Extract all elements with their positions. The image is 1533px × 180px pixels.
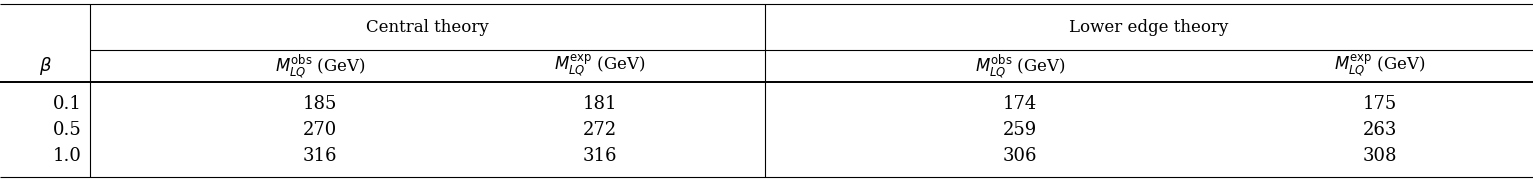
Text: 272: 272	[583, 121, 618, 139]
Text: 1.0: 1.0	[54, 147, 81, 165]
Text: $M_{LQ}^{\mathrm{exp}}$ (GeV): $M_{LQ}^{\mathrm{exp}}$ (GeV)	[1334, 53, 1426, 79]
Text: 181: 181	[583, 95, 618, 113]
Text: Central theory: Central theory	[366, 19, 489, 37]
Text: $M_{LQ}^{\mathrm{obs}}$ (GeV): $M_{LQ}^{\mathrm{obs}}$ (GeV)	[274, 52, 365, 80]
Text: 316: 316	[583, 147, 618, 165]
Text: Lower edge theory: Lower edge theory	[1070, 19, 1228, 37]
Text: 0.5: 0.5	[54, 121, 81, 139]
Text: 316: 316	[302, 147, 337, 165]
Text: 270: 270	[304, 121, 337, 139]
Text: 0.1: 0.1	[54, 95, 81, 113]
Text: 259: 259	[1003, 121, 1038, 139]
Text: $M_{LQ}^{\mathrm{exp}}$ (GeV): $M_{LQ}^{\mathrm{exp}}$ (GeV)	[555, 53, 645, 79]
Text: 263: 263	[1363, 121, 1397, 139]
Text: $M_{LQ}^{\mathrm{obs}}$ (GeV): $M_{LQ}^{\mathrm{obs}}$ (GeV)	[975, 52, 1065, 80]
Text: 308: 308	[1363, 147, 1397, 165]
Text: 175: 175	[1363, 95, 1397, 113]
Text: 306: 306	[1003, 147, 1038, 165]
Text: 174: 174	[1003, 95, 1038, 113]
Text: 185: 185	[304, 95, 337, 113]
Text: $\beta$: $\beta$	[38, 55, 52, 77]
